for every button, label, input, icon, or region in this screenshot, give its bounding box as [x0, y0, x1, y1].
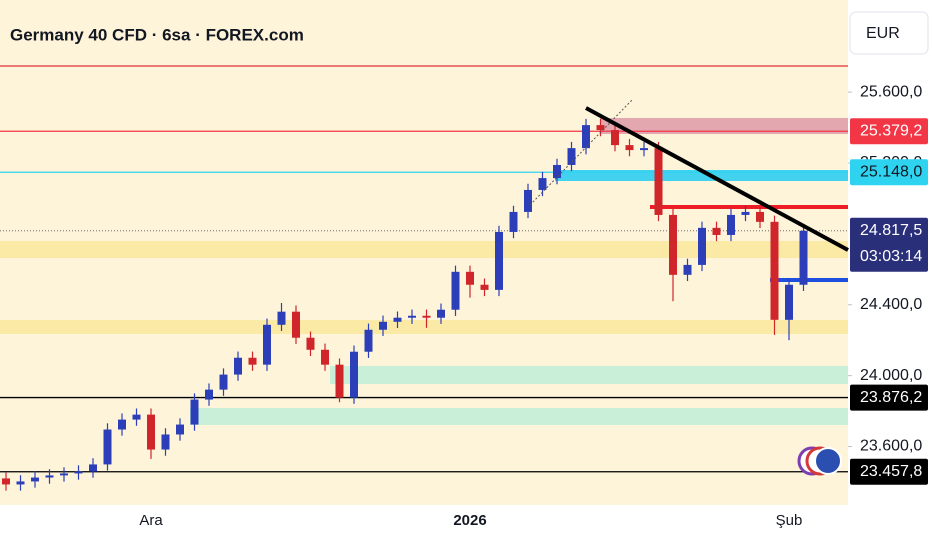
candle-body — [669, 214, 677, 275]
candle-body — [335, 364, 344, 398]
countdown: 03:03:14 — [860, 248, 922, 265]
zone — [0, 320, 848, 334]
zone — [555, 170, 848, 181]
candle-body — [234, 357, 242, 375]
price-label: 24.817,5 — [860, 222, 922, 239]
candle-body — [640, 148, 648, 151]
candle-body — [785, 284, 793, 320]
zone — [190, 408, 848, 425]
candle-body — [219, 374, 228, 390]
price-label-box — [850, 384, 928, 411]
candle-body — [161, 434, 170, 450]
candle-body — [495, 231, 503, 290]
chart-title: Germany 40 CFD · 6sa · FOREX.com — [10, 25, 304, 44]
candle-body — [248, 357, 257, 365]
zone — [330, 366, 848, 384]
candle-body — [509, 211, 518, 232]
candle-body — [379, 321, 387, 330]
price-label: 23.876,2 — [860, 389, 922, 406]
price-label-box — [850, 159, 928, 186]
axis-group: 25.600,025.200,024.400,024.000,023.600,0… — [139, 83, 928, 529]
candle-body — [103, 429, 112, 465]
candle-body — [698, 227, 706, 265]
price-axis — [848, 0, 932, 550]
candle-body — [263, 324, 271, 365]
y-tick-label: 25.600,0 — [860, 83, 922, 100]
candle-body — [118, 419, 126, 430]
y-tick-label: 24.000,0 — [860, 367, 922, 384]
candle-body — [147, 414, 155, 450]
candle-body — [741, 211, 750, 215]
candle-body — [625, 145, 634, 151]
candle-body — [277, 311, 286, 325]
x-tick-label: 2026 — [453, 512, 486, 529]
candle-body — [596, 125, 605, 131]
price-label-box — [850, 458, 928, 485]
candle-body — [727, 214, 735, 235]
price-label: 23.457,8 — [860, 463, 922, 480]
trend-line — [585, 106, 849, 252]
candle-body — [756, 211, 764, 222]
price-label-box — [850, 217, 928, 272]
x-tick-label: Şub — [776, 512, 803, 529]
candle-body — [451, 271, 460, 310]
candle-body — [74, 471, 83, 474]
price-label: 25.148,0 — [860, 163, 922, 180]
candle-body — [2, 478, 10, 485]
price-label: 25.379,2 — [860, 122, 922, 139]
candle-body — [364, 329, 373, 352]
candle-body — [582, 125, 590, 149]
candle-body — [553, 164, 561, 179]
candle-body — [437, 309, 445, 318]
candle-body — [89, 464, 97, 472]
candle-body — [567, 148, 576, 165]
price-label-box — [850, 118, 928, 145]
candle-body — [712, 227, 721, 235]
candle-body — [524, 189, 532, 212]
candle-body — [799, 230, 808, 285]
candle-body — [683, 264, 692, 275]
candle-body — [466, 271, 474, 285]
candle-body — [31, 477, 39, 482]
candle-body — [654, 148, 663, 215]
currency: EUR — [866, 25, 900, 42]
trend-guide — [529, 99, 633, 206]
currency-box[interactable] — [849, 11, 929, 55]
currency-icons — [797, 446, 842, 476]
y-tick-label: 24.400,0 — [860, 296, 922, 313]
candle-body — [205, 389, 213, 400]
candle-body — [292, 311, 300, 338]
candle-body — [770, 221, 779, 320]
candle-body — [16, 481, 25, 485]
candle-body — [350, 351, 358, 398]
candle-body — [132, 414, 141, 420]
zone — [0, 241, 848, 258]
candle-body — [60, 473, 68, 476]
candle-body — [422, 315, 431, 318]
x-tick-label: Ara — [139, 512, 163, 529]
candle-body — [611, 130, 619, 146]
candles — [2, 118, 808, 491]
candle-body — [321, 349, 329, 365]
candle-body — [408, 315, 416, 318]
candle-body — [538, 178, 547, 190]
candle-body — [176, 424, 184, 435]
candle-body — [480, 284, 489, 290]
candle-body — [190, 399, 199, 425]
zone — [600, 118, 848, 134]
candle-body — [45, 475, 54, 478]
candle-body — [393, 317, 402, 322]
y-tick-label: 23.600,0 — [860, 438, 922, 455]
candle-body — [306, 337, 315, 350]
